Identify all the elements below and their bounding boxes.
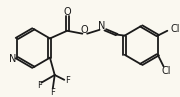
Text: N: N xyxy=(9,54,17,64)
Text: O: O xyxy=(63,6,71,17)
Text: F: F xyxy=(50,88,55,97)
Text: Cl: Cl xyxy=(170,24,180,34)
Text: N: N xyxy=(98,21,105,31)
Text: Cl: Cl xyxy=(162,66,171,76)
Text: F: F xyxy=(37,81,42,90)
Text: O: O xyxy=(80,25,88,35)
Text: F: F xyxy=(65,76,69,85)
